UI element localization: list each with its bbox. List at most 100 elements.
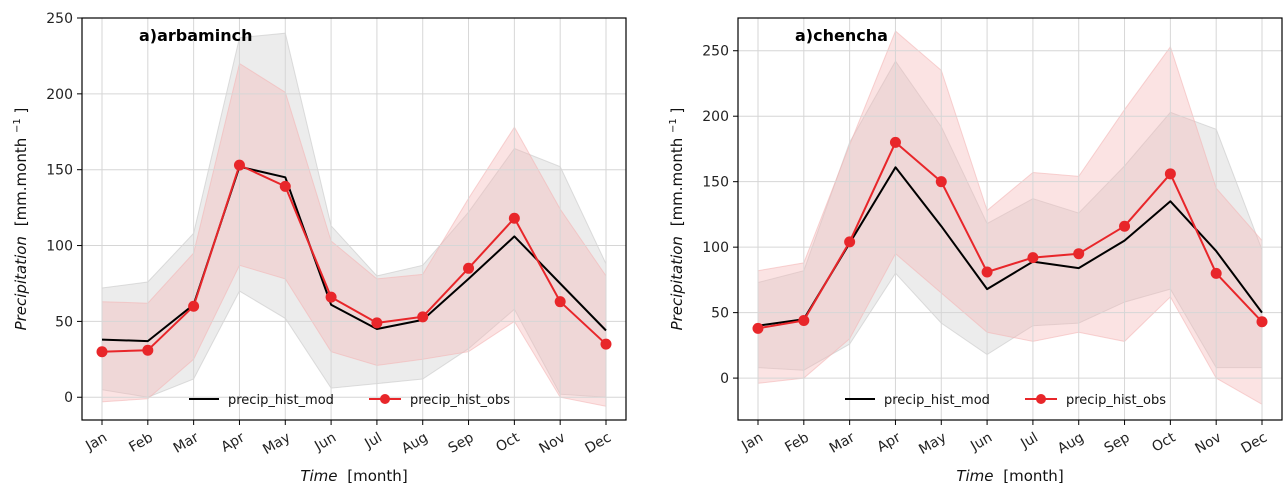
panel-title: a)arbaminch: [139, 26, 252, 45]
series-markers: [96, 159, 612, 358]
y-tick-label: 100: [46, 239, 73, 255]
y-axis-label-unit: [mm.month: [668, 138, 686, 227]
y-axis-label: Precipitation [mm.month −1 ]: [6, 108, 30, 331]
y-tick-label: 0: [720, 371, 729, 387]
y-axis-label-unit: [mm.month: [12, 138, 30, 227]
y-axis-label-main: Precipitation: [668, 236, 686, 330]
series-markers: [752, 136, 1268, 334]
series-line-precip_hist_obs: [757, 141, 1263, 330]
x-axis-ticks: Jan Feb Mar Apr May Jun Jul Aug Sep Oct Nov Dec: [738, 420, 1270, 458]
data-point-precip_hist_obs: [752, 322, 764, 334]
y-tick-label: 100: [702, 240, 729, 256]
chart-panel-arbaminch: 0 50 100 150 200 250 Jan Feb Mar Apr May Jun Jul Aug…: [6, 11, 627, 485]
x-tick-label: Aug: [399, 430, 431, 458]
y-tick-label: 150: [702, 175, 729, 191]
series-line-precip_hist_obs: [101, 164, 607, 353]
x-axis-label-unit: [month]: [347, 467, 407, 485]
plot-frame: [737, 17, 1283, 421]
x-tick-label: Jan: [738, 430, 766, 455]
grid-lines: [82, 17, 626, 420]
x-tick-label: Feb: [126, 430, 156, 456]
x-tick-label: Dec: [1239, 430, 1270, 457]
grid-lines: [738, 18, 1282, 420]
legend-marker-obs: [1036, 394, 1046, 404]
series-line-precip_hist_mod: [101, 165, 607, 343]
x-tick-label: Sep: [1102, 430, 1133, 457]
x-tick-label: Aug: [1055, 430, 1087, 458]
x-axis-label-main: Time: [300, 467, 337, 485]
x-tick-label: Jul: [361, 430, 385, 453]
uncertainty-bands: [101, 32, 607, 407]
plot-frame: [81, 17, 627, 421]
data-point-precip_hist_obs: [371, 317, 383, 329]
x-axis-label: Time [month]: [300, 467, 407, 485]
x-axis-label-main: Time: [956, 467, 993, 485]
y-axis-label-close: ]: [12, 108, 30, 114]
y-axis-label-exponent: −1: [12, 118, 23, 133]
series-lines: [757, 141, 1263, 330]
data-point-precip_hist_obs: [508, 212, 520, 224]
x-tick-label: Feb: [782, 430, 812, 456]
x-tick-label: May: [916, 430, 949, 458]
data-point-precip_hist_obs: [279, 180, 291, 192]
y-tick-label: 200: [702, 109, 729, 125]
x-tick-label: Mar: [171, 429, 202, 456]
legend: precip_hist_mod precip_hist_obs: [189, 393, 510, 408]
x-tick-label: Apr: [874, 429, 903, 455]
x-tick-label: Oct: [1149, 429, 1178, 455]
data-point-precip_hist_obs: [233, 159, 245, 171]
data-point-precip_hist_obs: [798, 314, 810, 326]
x-tick-label: May: [260, 430, 293, 458]
data-point-precip_hist_obs: [142, 344, 154, 356]
data-point-precip_hist_obs: [600, 338, 612, 350]
data-point-precip_hist_obs: [1119, 220, 1131, 232]
data-point-precip_hist_obs: [889, 136, 901, 148]
data-point-precip_hist_obs: [844, 236, 856, 248]
data-point-precip_hist_obs: [96, 346, 108, 358]
data-point-precip_hist_obs: [417, 311, 429, 323]
y-tick-label: 50: [711, 306, 729, 322]
legend-label-mod: precip_hist_mod: [228, 393, 334, 408]
x-tick-label: Nov: [537, 430, 569, 458]
y-tick-label: 50: [55, 314, 73, 330]
data-point-precip_hist_obs: [935, 176, 947, 188]
x-tick-label: Dec: [583, 430, 614, 457]
data-point-precip_hist_obs: [1210, 267, 1222, 279]
x-tick-label: Mar: [827, 429, 858, 456]
x-tick-label: Jul: [1017, 430, 1041, 453]
y-tick-label: 250: [702, 44, 729, 60]
x-tick-label: Jun: [311, 430, 339, 455]
data-point-precip_hist_obs: [1073, 248, 1085, 260]
y-tick-label: 200: [46, 87, 73, 103]
x-tick-label: Jan: [82, 430, 110, 455]
chart-panel-chencha: 0 50 100 150 200 250 Jan Feb Mar Apr May Jun Jul Aug…: [662, 17, 1283, 485]
legend-label-mod: precip_hist_mod: [884, 393, 990, 408]
x-axis-label-unit: [month]: [1003, 467, 1063, 485]
y-axis-ticks: 0 50 100 150 200 250: [46, 11, 82, 406]
data-point-precip_hist_obs: [1164, 168, 1176, 180]
data-point-precip_hist_obs: [1027, 252, 1039, 264]
x-tick-label: Apr: [218, 429, 247, 455]
x-tick-label: Oct: [493, 429, 522, 455]
x-tick-label: Sep: [446, 430, 477, 457]
y-axis-label: Precipitation [mm.month −1 ]: [662, 108, 686, 331]
data-point-precip_hist_obs: [463, 262, 475, 274]
data-point-precip_hist_obs: [325, 291, 337, 303]
x-tick-label: Jun: [967, 430, 995, 455]
y-axis-label-exponent: −1: [668, 118, 679, 133]
y-axis-ticks: 0 50 100 150 200 250: [702, 44, 738, 387]
y-axis-label-close: ]: [668, 108, 686, 114]
data-point-precip_hist_obs: [188, 300, 200, 312]
legend-marker-obs: [380, 394, 390, 404]
y-axis-label-main: Precipitation: [12, 236, 30, 330]
data-point-precip_hist_obs: [554, 296, 566, 308]
band-precip_hist_obs: [101, 62, 607, 407]
y-tick-label: 150: [46, 163, 73, 179]
panel-title: a)chencha: [795, 26, 888, 45]
x-tick-label: Nov: [1193, 430, 1225, 458]
x-axis-label: Time [month]: [956, 467, 1063, 485]
legend: precip_hist_mod precip_hist_obs: [845, 393, 1166, 408]
series-lines: [101, 164, 607, 353]
x-axis-ticks: Jan Feb Mar Apr May Jun Jul Aug Sep Oct Nov Dec: [82, 420, 614, 458]
